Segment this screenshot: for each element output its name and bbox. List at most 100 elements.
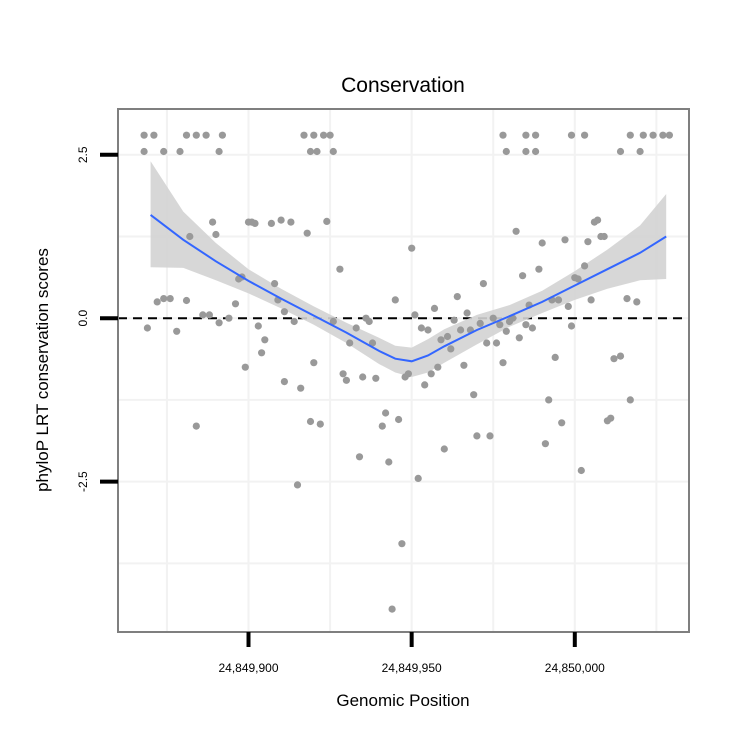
chart-title: Conservation	[341, 74, 465, 97]
data-point	[616, 147, 625, 156]
data-point	[499, 359, 507, 367]
data-point	[267, 219, 275, 227]
data-point	[385, 458, 393, 466]
data-point	[339, 370, 347, 378]
data-point	[388, 605, 396, 613]
data-point	[581, 131, 589, 139]
data-point	[574, 275, 582, 283]
data-point	[567, 131, 576, 139]
data-point	[395, 415, 403, 424]
data-point	[160, 295, 168, 303]
data-point	[215, 319, 223, 327]
data-point	[329, 317, 337, 326]
data-point	[587, 296, 595, 304]
data-point	[594, 216, 602, 224]
data-point	[567, 322, 576, 330]
data-point	[522, 131, 530, 139]
data-point	[143, 324, 151, 332]
data-point	[665, 131, 674, 139]
y-axis-ticks: 2.5 0.0 -2.5	[76, 146, 118, 492]
data-point	[519, 272, 527, 280]
data-point	[303, 229, 311, 237]
data-point	[522, 147, 530, 156]
data-point	[241, 363, 249, 371]
data-point	[202, 131, 210, 139]
data-point	[554, 296, 563, 304]
data-point	[633, 298, 641, 306]
data-point	[215, 147, 223, 156]
data-point	[460, 361, 468, 369]
data-point	[411, 311, 419, 319]
data-point	[427, 370, 435, 378]
data-point	[225, 314, 233, 322]
y-tick-label: -2.5	[76, 471, 90, 492]
data-point	[476, 319, 484, 327]
data-point	[639, 131, 647, 139]
data-point	[584, 238, 592, 246]
data-point	[391, 296, 399, 304]
data-point	[372, 374, 380, 382]
data-point	[457, 326, 465, 334]
x-axis-ticks: 24,849,900 24,849,950 24,850,000	[218, 632, 605, 675]
data-point	[430, 304, 439, 312]
data-point	[473, 432, 481, 440]
data-point	[443, 332, 452, 341]
data-point	[297, 384, 305, 392]
data-point	[329, 147, 337, 156]
data-point	[558, 419, 566, 427]
data-point	[512, 227, 520, 235]
data-point	[607, 414, 615, 422]
data-point	[502, 327, 510, 335]
data-point	[499, 131, 507, 139]
data-point	[310, 359, 318, 367]
x-tick-label: 24,849,900	[218, 661, 278, 675]
data-point	[610, 355, 618, 363]
data-point	[300, 131, 308, 139]
data-point	[342, 376, 350, 384]
data-point	[434, 363, 442, 371]
data-point	[577, 466, 585, 475]
data-point	[313, 147, 321, 156]
data-point	[316, 420, 324, 428]
data-point	[522, 321, 530, 329]
data-point	[280, 308, 288, 316]
plot-panel-border	[117, 108, 690, 633]
data-point	[346, 339, 354, 347]
data-point	[502, 147, 510, 156]
data-point	[153, 298, 161, 306]
data-point	[659, 131, 667, 139]
data-point	[463, 309, 471, 317]
data-point	[561, 236, 569, 244]
data-point	[479, 280, 487, 288]
data-point	[626, 396, 634, 404]
data-point	[352, 324, 360, 332]
data-point	[541, 440, 550, 448]
x-tick-label: 24,849,950	[382, 661, 442, 675]
smooth-line	[149, 214, 667, 363]
data-point	[616, 352, 625, 360]
data-point	[254, 322, 262, 330]
data-point	[496, 321, 504, 329]
y-tick-label: 0.0	[76, 310, 90, 327]
data-point	[186, 232, 194, 241]
data-point	[626, 131, 634, 139]
data-point	[424, 326, 432, 334]
data-point	[382, 409, 390, 417]
data-point	[408, 244, 416, 252]
y-axis-title: phyloP LRT conservation scores	[33, 248, 52, 492]
data-point	[310, 131, 318, 139]
data-point	[199, 311, 207, 319]
data-point	[140, 147, 148, 156]
data-point	[355, 453, 364, 461]
data-point	[306, 147, 315, 156]
data-point	[166, 295, 174, 303]
data-point	[251, 219, 259, 227]
data-point	[218, 131, 226, 139]
data-point	[359, 373, 367, 381]
data-point	[564, 302, 572, 310]
data-point	[277, 216, 285, 224]
data-point	[414, 474, 422, 482]
data-point	[470, 391, 478, 399]
data-point	[150, 131, 158, 139]
